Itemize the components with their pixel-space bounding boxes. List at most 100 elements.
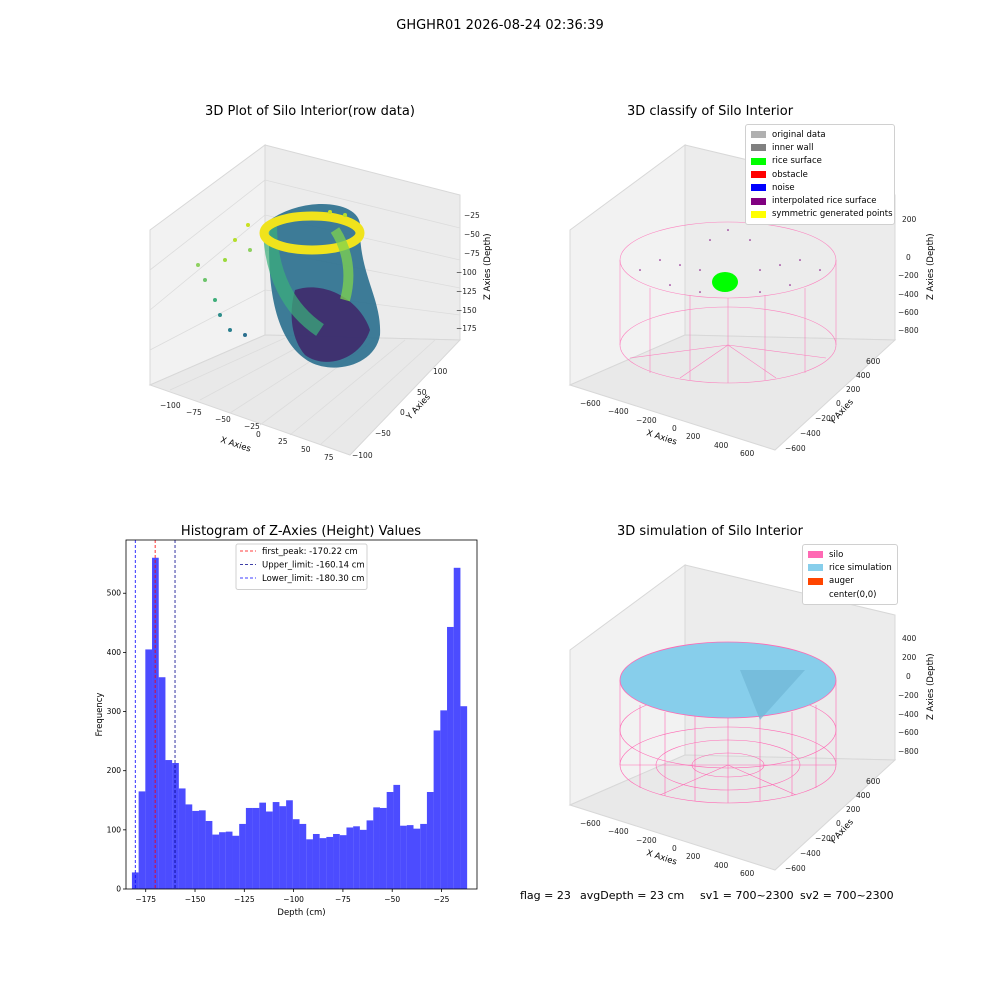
legend-entry: rice surface (751, 155, 889, 168)
histogram-bar (286, 800, 293, 889)
simulation-ytick: 0 (836, 819, 841, 828)
simulation-zlabel: Z Axies (Depth) (926, 653, 936, 720)
legend-entry: obstacle (751, 168, 889, 181)
simulation-ztick: 0 (906, 672, 911, 681)
histogram-bar (306, 839, 313, 889)
simulation-ytick: 200 (846, 805, 861, 814)
histogram-bar (386, 791, 394, 889)
raw-point-cloud (196, 203, 381, 368)
raw-ytick: 100 (433, 367, 448, 376)
raw-3d-axes: −100 −75 −50 −25 0 25 50 75 −100 −50 0 5… (148, 144, 493, 462)
histogram-bar (299, 823, 307, 889)
histogram-bar (245, 807, 253, 889)
classify-interpolated-grid (639, 229, 821, 293)
simulation-ytick: −600 (785, 864, 806, 873)
histogram-bar (232, 835, 240, 889)
histogram-bar (165, 760, 173, 889)
classify-legend: original data inner wall rice surface ob… (745, 124, 895, 226)
histogram-bar (225, 831, 233, 889)
x-axis-label: Depth (cm) (277, 908, 325, 918)
histogram-bar (319, 838, 327, 889)
y-axis-label: Frequency (95, 693, 105, 737)
simulation-panel-title: 3D simulation of Silo Interior (617, 524, 803, 539)
histogram-bar (333, 833, 340, 889)
legend-entry: rice simulation (808, 561, 892, 574)
simulation-ztick: −400 (898, 710, 919, 719)
classify-zlabel: Z Axies (Depth) (926, 233, 936, 300)
classify-ztick: −600 (898, 308, 919, 317)
raw-xtick: −75 (186, 408, 202, 417)
classify-panel: 3D classify of Silo Interior −600 −400 −… (560, 100, 940, 470)
classify-ztick: −200 (898, 271, 919, 280)
simulation-xtick: −400 (608, 827, 629, 836)
histogram-bar (460, 706, 468, 889)
raw-scatter-panel: 3D Plot of Silo Interior(row data) (120, 100, 500, 470)
simulation-xtick: 200 (686, 852, 701, 861)
simulation-rice-cone (740, 670, 805, 720)
simulation-tick-labels: −600 −400 −200 0 200 400 600 −600 −400 −… (580, 634, 919, 878)
simulation-rice-surface (619, 641, 837, 719)
histogram-bar (420, 823, 427, 889)
histogram-bar (440, 710, 448, 889)
histogram-bar (406, 825, 414, 889)
simulation-ylabel: Y Axies (827, 817, 856, 848)
histogram-bar (266, 811, 273, 889)
classify-ytick: 600 (866, 357, 881, 366)
histogram-bar (447, 626, 454, 889)
raw-ytick: −100 (352, 451, 373, 460)
raw-panel-title: 3D Plot of Silo Interior(row data) (205, 104, 415, 119)
classify-ztick: 200 (902, 215, 917, 224)
raw-xtick: 50 (301, 445, 311, 454)
legend-label: Lower_limit: -180.30 cm (262, 574, 364, 584)
histogram-bar (292, 819, 300, 889)
simulation-3d-axes: −600 −400 −200 0 200 400 600 −600 −400 −… (568, 564, 936, 878)
histogram-bar (138, 791, 146, 889)
classify-ylabel: Y Axies (827, 397, 856, 428)
histogram-bar (252, 807, 260, 889)
raw-xtick: −25 (244, 422, 260, 431)
histogram-bar (172, 763, 179, 889)
simulation-ztick: −200 (898, 691, 919, 700)
classify-silo-wireframe (619, 221, 837, 384)
histogram-bar (145, 649, 153, 889)
raw-xtick: 75 (324, 453, 334, 462)
histogram-bar (353, 826, 360, 889)
legend-entry: silo (808, 548, 892, 561)
legend-entry: interpolated rice surface (751, 194, 889, 207)
histogram-bar (453, 567, 461, 889)
classify-xtick: 0 (672, 424, 677, 433)
simulation-xtick: 400 (714, 861, 729, 870)
raw-ztick: −100 (456, 268, 477, 277)
simulation-ytick: −400 (800, 849, 821, 858)
classify-ytick: 200 (846, 385, 861, 394)
histogram-bar (373, 807, 380, 889)
raw-xtick: −50 (215, 415, 231, 424)
histogram-bar (192, 810, 199, 889)
figure-title: GHGHR01 2026-08-24 02:36:39 (396, 18, 604, 33)
simulation-panel: 3D simulation of Silo Interior −600 −400… (560, 520, 940, 890)
histogram-bar (272, 802, 280, 889)
classify-xtick: −400 (608, 407, 629, 416)
histogram-bar (198, 810, 206, 889)
histogram-bar (393, 784, 401, 889)
classify-tick-labels: −600 −400 −200 0 200 400 600 −600 −400 −… (580, 215, 919, 458)
classify-ytick: 400 (856, 371, 871, 380)
histogram-bar (219, 832, 226, 889)
histogram-bar (279, 806, 287, 889)
raw-ztick: −125 (456, 287, 477, 296)
raw-ztick: −75 (464, 249, 480, 258)
legend-entry: inner wall (751, 141, 889, 154)
raw-xtick: 0 (256, 430, 261, 439)
classify-xtick: 200 (686, 432, 701, 441)
histogram-bar (239, 823, 246, 889)
x-tick-label: −125 (234, 895, 255, 904)
status-flag: flag = 23 (520, 889, 571, 902)
simulation-legend: silo rice simulation auger center(0,0) (802, 544, 898, 606)
histogram-bar (346, 827, 354, 889)
histogram-bar (339, 835, 347, 889)
histogram-legend (235, 543, 368, 590)
raw-ztick: −25 (464, 211, 480, 220)
raw-ytick: 0 (400, 408, 405, 417)
classify-xtick: 400 (714, 441, 729, 450)
simulation-xtick: 0 (672, 844, 677, 853)
